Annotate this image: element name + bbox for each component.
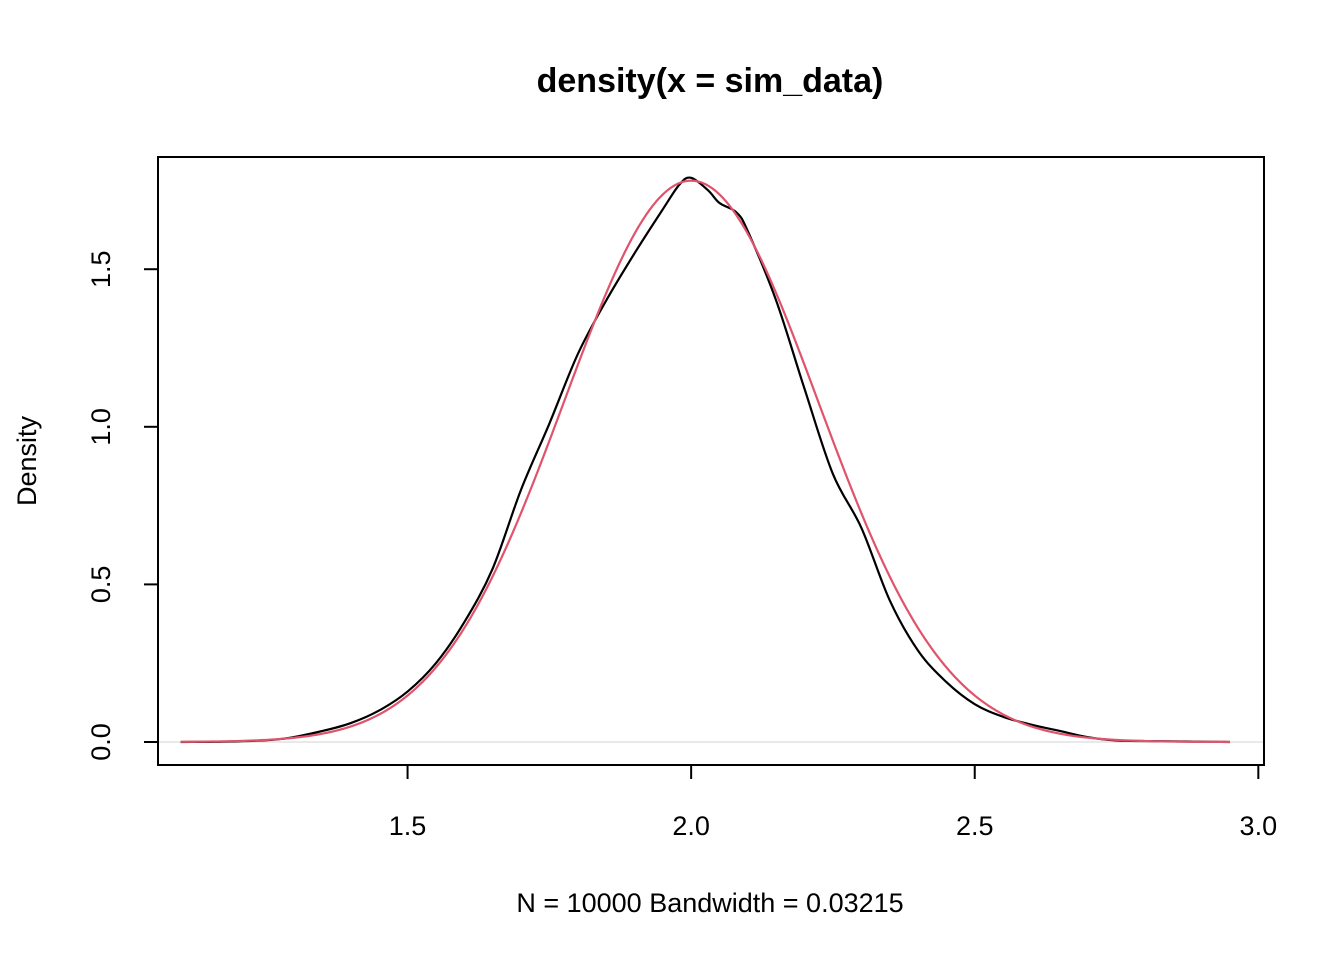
normal-reference-curve [180, 179, 1230, 744]
y-tick-label: 0.0 [86, 723, 116, 761]
density-curve [180, 176, 1230, 744]
y-tick-label: 1.5 [86, 250, 116, 288]
y-axis-label: Density [12, 415, 42, 506]
x-axis-label: N = 10000 Bandwidth = 0.03215 [516, 888, 903, 918]
x-tick-label: 3.0 [1240, 811, 1278, 841]
plot-frame [157, 156, 1265, 766]
x-tick-label: 2.0 [672, 811, 710, 841]
y-tick-label: 0.5 [86, 566, 116, 604]
y-axis: 0.0 0.5 1.0 1.5 [86, 250, 158, 761]
x-axis: 1.5 2.0 2.5 3.0 [389, 765, 1277, 841]
y-tick-label: 1.0 [86, 408, 116, 446]
chart-title: density(x = sim_data) [537, 62, 884, 100]
series-group [180, 176, 1230, 744]
x-tick-label: 2.5 [956, 811, 994, 841]
x-tick-label: 1.5 [389, 811, 427, 841]
